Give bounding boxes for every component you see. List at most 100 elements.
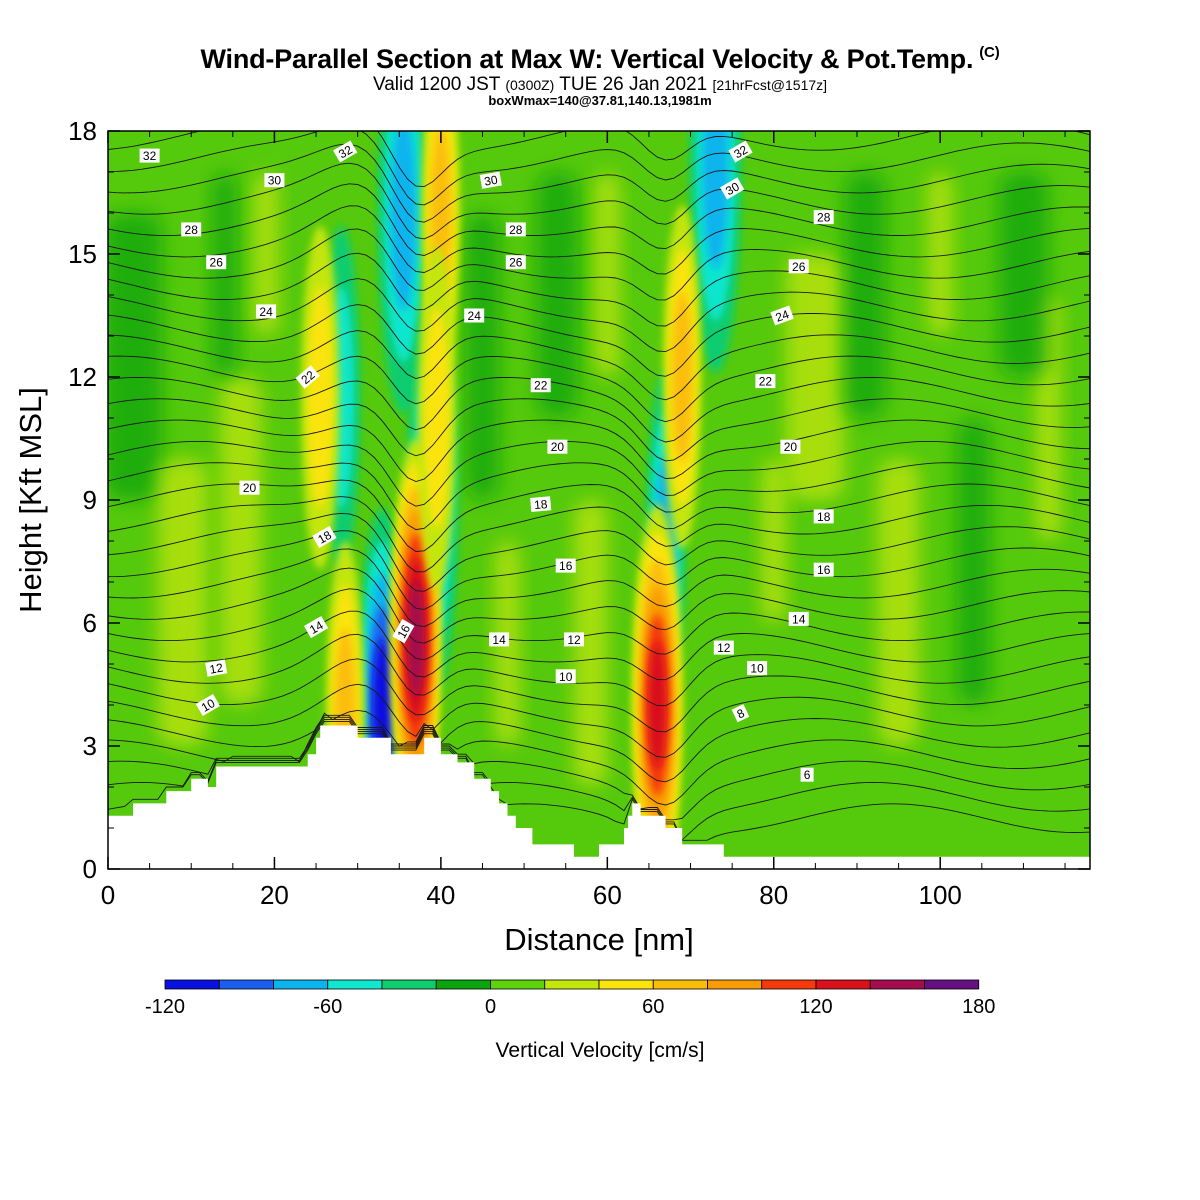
theta-contour-line bbox=[108, 419, 1090, 482]
colorbar-tick-label: -120 bbox=[145, 996, 185, 1018]
x-tick-label: 100 bbox=[919, 880, 962, 910]
contour-label-box bbox=[813, 210, 834, 225]
contour-label-text: 10 bbox=[559, 670, 573, 684]
colorbar-tick-label: 120 bbox=[799, 996, 832, 1018]
theta-contour-label: 10 bbox=[747, 661, 768, 676]
contour-label-box bbox=[392, 619, 415, 644]
colorbar-swatch bbox=[164, 979, 220, 990]
theta-contour-label: 14 bbox=[489, 632, 510, 647]
contour-label-box bbox=[800, 767, 814, 782]
theta-contour-line bbox=[108, 355, 1090, 423]
theta-contour-label: 12 bbox=[713, 640, 734, 655]
theta-contour-line bbox=[108, 131, 1090, 188]
contour-label-box bbox=[788, 611, 809, 626]
velocity-streak bbox=[956, 418, 991, 705]
theta-contour-label: 30 bbox=[720, 177, 745, 200]
theta-contour-label: 14 bbox=[303, 616, 329, 639]
contour-label-text: 14 bbox=[307, 618, 326, 637]
theta-contour-line bbox=[108, 143, 1090, 223]
theta-contour-line bbox=[108, 462, 1090, 531]
theta-contour-line bbox=[108, 376, 1090, 443]
contour-label-text: 20 bbox=[784, 440, 798, 454]
contour-label-box bbox=[728, 140, 753, 163]
contour-label-text: 20 bbox=[551, 440, 565, 454]
colorbar-swatch bbox=[544, 979, 600, 990]
theta-contour-label: 24 bbox=[256, 304, 277, 319]
velocity-streak bbox=[594, 172, 620, 377]
theta-contour-label: 10 bbox=[555, 669, 576, 684]
contour-label-box bbox=[195, 693, 221, 717]
velocity-streak bbox=[844, 172, 887, 418]
updraft-cell bbox=[663, 204, 702, 550]
contour-label-text: 16 bbox=[559, 559, 573, 573]
contour-label-box bbox=[181, 222, 202, 237]
utc-time: (0300Z) bbox=[505, 77, 555, 93]
plot-area: 6 8 10 10 10 12 12 12 14 14 14 16 16 16 18 18 18 20 20 20 22… bbox=[108, 131, 1090, 869]
theta-contour-label: 20 bbox=[547, 439, 568, 454]
velocity-level bbox=[407, 581, 425, 698]
theta-contour-label: 26 bbox=[206, 255, 227, 270]
theta-contour-label: 14 bbox=[788, 611, 809, 626]
valid-time: Valid 1200 JST bbox=[372, 74, 501, 95]
contour-label-box bbox=[239, 480, 260, 495]
contour-label-box bbox=[547, 439, 568, 454]
theta-contour-label: 26 bbox=[788, 259, 809, 274]
chart-title: Wind-Parallel Section at Max W: Vertical… bbox=[0, 44, 1200, 75]
contour-label-box bbox=[788, 259, 809, 274]
theta-contour-label: 18 bbox=[813, 509, 834, 524]
y-tick-label: 3 bbox=[83, 731, 97, 761]
velocity-streak bbox=[761, 459, 787, 623]
colorbar-tick-label: 0 bbox=[485, 996, 496, 1018]
contour-label-box bbox=[464, 308, 485, 323]
colorbar: -120 -60 0 60 120 180 bbox=[145, 979, 995, 1018]
theta-contour-line bbox=[108, 714, 1090, 806]
contour-label-box bbox=[813, 562, 834, 577]
contour-label-box bbox=[505, 255, 526, 270]
theta-contour-label: 32 bbox=[139, 148, 160, 163]
theta-contour-line bbox=[108, 205, 1090, 275]
theta-contour-line bbox=[108, 330, 1090, 401]
y-tick-label: 9 bbox=[83, 485, 97, 515]
x-axis-label: Distance [nm] bbox=[504, 922, 694, 957]
theta-contour-label: 26 bbox=[505, 255, 526, 270]
velocity-streak bbox=[998, 172, 1049, 377]
colorbar-swatch bbox=[490, 979, 546, 990]
theta-contours bbox=[108, 131, 1090, 841]
theta-contour-label: 28 bbox=[181, 222, 202, 237]
contour-label-box bbox=[206, 255, 227, 270]
y-axis-label: Height [Kft MSL] bbox=[13, 387, 48, 613]
contour-label-text: 26 bbox=[509, 256, 523, 270]
contour-label-text: 24 bbox=[259, 305, 273, 319]
velocity-streak bbox=[536, 172, 579, 418]
theta-contour-label: 24 bbox=[464, 308, 485, 323]
velocity-streak bbox=[574, 500, 608, 787]
theta-contour-line bbox=[108, 548, 1090, 628]
theta-contour-label: 18 bbox=[530, 496, 552, 512]
colorbar-tick-label: 60 bbox=[642, 996, 664, 1018]
contour-label-box bbox=[479, 171, 502, 189]
theta-contour-line bbox=[108, 496, 1090, 573]
colorbar-tick-label: -60 bbox=[313, 996, 342, 1018]
velocity-streak bbox=[786, 254, 845, 500]
theta-contour-label: 28 bbox=[505, 222, 526, 237]
axes: 0 20 40 60 80 100 0 3 6 9 12 15 18 bbox=[68, 116, 1090, 910]
colorbar-swatch bbox=[381, 979, 437, 990]
theta-contour-line bbox=[108, 183, 1090, 256]
y-tick-label: 15 bbox=[68, 239, 97, 269]
theta-contour-label: 18 bbox=[312, 525, 337, 548]
theta-contour-line bbox=[108, 228, 1090, 301]
theta-contour-line bbox=[108, 252, 1090, 327]
valid-date: TUE 26 Jan 2021 bbox=[559, 74, 708, 95]
contour-label-text: 6 bbox=[804, 768, 811, 782]
contour-label-box bbox=[312, 525, 337, 548]
contour-label-box bbox=[303, 616, 329, 639]
velocity-level bbox=[671, 291, 693, 463]
contour-label-text: 14 bbox=[792, 612, 806, 626]
contour-label-text: 24 bbox=[468, 309, 482, 323]
velocity-streak bbox=[253, 172, 279, 336]
contour-label-box bbox=[731, 704, 750, 723]
colorbar-swatch bbox=[815, 979, 871, 990]
theta-contour-label: 32 bbox=[333, 140, 358, 163]
contour-label-text: 14 bbox=[492, 633, 506, 647]
